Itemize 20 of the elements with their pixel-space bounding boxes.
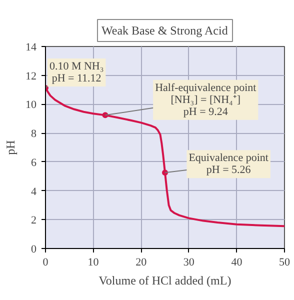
x-tick-label: 10 [88,256,100,268]
y-tick-label: 12 [26,70,36,82]
y-tick-label: 8 [31,128,37,140]
x-tick-label: 20 [136,256,148,268]
x-tick-label: 40 [231,256,243,268]
annotation: Half-equivalence point [NH₃] = [NH₄⁺] pH = 9.24 [155,82,256,118]
chart-title: Weak Base & Strong Acid [101,24,228,38]
x-tick-label: 0 [42,256,49,268]
x-tick-label: 50 [279,256,290,268]
y-tick-label: 2 [31,214,36,227]
y-tick-label: 10 [26,99,37,112]
y-tick-label: 14 [26,42,37,54]
y-tick-label: 6 [31,156,37,169]
x-axis-title: Volume of HCl added (mL) [98,274,232,288]
annotation: 0.10 M NH₃ pH = 11.12 [49,60,104,84]
annotation: Equivalence point pH = 5.26 [188,152,268,176]
x-tick-label: 30 [183,256,195,268]
y-tick-label: 0 [31,244,37,256]
y-tick-label: 4 [31,186,37,198]
y-axis-title: pH [4,140,18,155]
